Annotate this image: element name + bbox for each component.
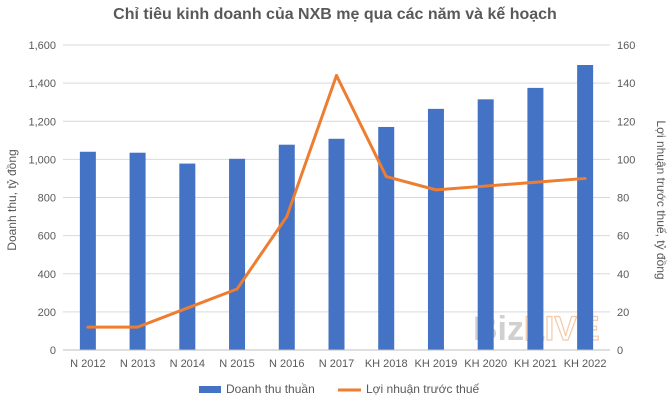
y-axis-label: Doanh thu, tỷ đồng (5, 149, 19, 250)
x-tick-label: KH 2022 (564, 358, 607, 370)
y2-tick-label: 80 (617, 193, 629, 205)
bar-revenue (527, 87, 544, 350)
point-profit (484, 184, 488, 188)
point-profit (136, 325, 140, 329)
x-tick-label: KH 2020 (464, 358, 507, 370)
x-tick-label: N 2017 (319, 358, 354, 370)
y2-tick-label: 40 (617, 269, 629, 281)
x-tick-label: KH 2018 (365, 358, 408, 370)
point-profit (335, 74, 338, 77)
chart-title: Chỉ tiêu kinh doanh của NXB mẹ qua các n… (113, 6, 557, 23)
point-profit (285, 215, 289, 219)
point-profit (533, 180, 537, 184)
x-tick-label: N 2015 (219, 358, 254, 370)
legend: Doanh thu thuần Lợi nhuận trước thuế (199, 382, 479, 396)
x-tick-label: KH 2021 (514, 358, 557, 370)
point-profit (86, 325, 90, 329)
point-profit (384, 175, 388, 179)
y2-tick-label: 100 (617, 154, 635, 166)
bar-revenue (129, 152, 146, 350)
y-tick-label: 1,600 (28, 40, 56, 52)
legend-swatch-revenue (199, 386, 221, 393)
y2-tick-label: 140 (617, 78, 635, 90)
x-tick-label: N 2014 (170, 358, 205, 370)
y2-tick-label: 160 (617, 40, 635, 52)
point-profit (185, 306, 189, 310)
y2-axis-label: Lợi nhuận trước thuế, tỷ đồng (654, 120, 668, 279)
x-tick-label: KH 2019 (415, 358, 458, 370)
point-profit (583, 176, 587, 180)
bar-revenue (79, 151, 96, 350)
legend-label-profit: Lợi nhuận trước thuế (366, 382, 479, 396)
bar-revenue (427, 108, 444, 350)
legend-label-revenue: Doanh thu thuần (226, 382, 315, 396)
bar-revenue (278, 144, 295, 350)
y-tick-label: 1,200 (28, 116, 56, 128)
x-tick-label: N 2016 (269, 358, 304, 370)
x-tick-label: N 2013 (120, 358, 155, 370)
y2-tick-label: 60 (617, 231, 629, 243)
y2-tick-label: 20 (617, 307, 629, 319)
y-tick-label: 1,400 (28, 78, 56, 90)
y-tick-label: 800 (38, 193, 56, 205)
y-tick-label: 600 (38, 231, 56, 243)
x-tick-label: N 2012 (70, 358, 105, 370)
point-profit (434, 188, 438, 192)
bar-revenue (328, 138, 345, 350)
y-tick-label: 200 (38, 307, 56, 319)
bar-revenue (477, 99, 494, 350)
y-tick-label: 0 (50, 345, 56, 357)
y-tick-label: 1,000 (28, 154, 56, 166)
bar-revenue (229, 158, 246, 350)
bar-revenue (179, 163, 196, 350)
bar-revenue (378, 126, 395, 350)
y2-tick-label: 120 (617, 116, 635, 128)
y2-tick-label: 0 (617, 345, 623, 357)
point-profit (235, 287, 239, 291)
bar-revenue (577, 65, 594, 350)
y-tick-label: 400 (38, 269, 56, 281)
